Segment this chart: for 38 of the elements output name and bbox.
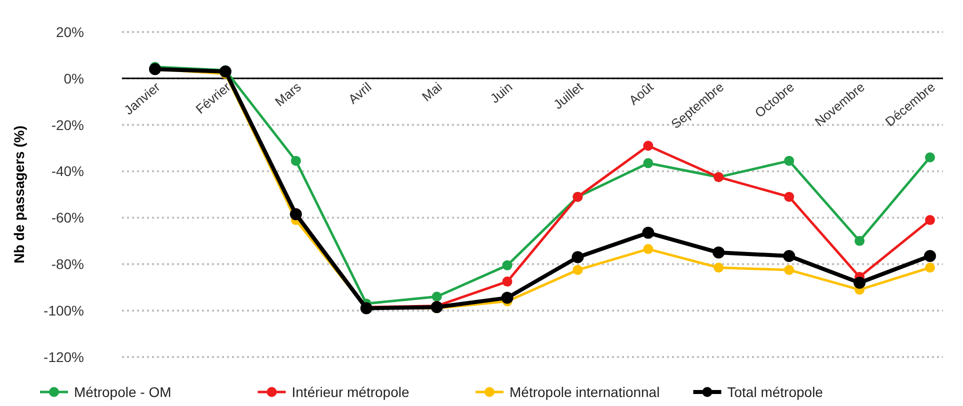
y-tick-label: -20% bbox=[51, 116, 84, 133]
point bbox=[783, 250, 796, 262]
point bbox=[925, 262, 935, 273]
point bbox=[784, 192, 794, 202]
point bbox=[854, 276, 866, 289]
point bbox=[784, 156, 794, 166]
point bbox=[642, 226, 654, 239]
point bbox=[502, 276, 512, 287]
y-tick-label: -60% bbox=[51, 210, 84, 226]
point bbox=[643, 158, 654, 168]
y-tick-label: 20% bbox=[56, 24, 84, 40]
y-tick-label: -100% bbox=[44, 302, 84, 318]
point bbox=[501, 292, 514, 304]
point bbox=[643, 244, 654, 254]
point bbox=[643, 140, 654, 151]
point bbox=[714, 262, 724, 273]
y-tick-label: -40% bbox=[51, 163, 84, 180]
y-tick-label: -120% bbox=[44, 348, 84, 365]
y-tick-label: -80% bbox=[51, 256, 84, 272]
point bbox=[290, 156, 301, 166]
point bbox=[784, 264, 794, 275]
point bbox=[712, 246, 725, 259]
point bbox=[925, 215, 935, 226]
point bbox=[924, 250, 936, 262]
point bbox=[925, 152, 935, 162]
x-tick-label: Juin bbox=[487, 79, 516, 106]
legend-label: Intérieur métropole bbox=[292, 384, 410, 400]
point bbox=[572, 264, 583, 275]
y-axis-title: Nb de passagers (%) bbox=[11, 126, 27, 264]
legend-label: Métropole internationnal bbox=[510, 384, 660, 400]
legend-label: Total métropole bbox=[727, 384, 824, 400]
point bbox=[432, 292, 442, 302]
point bbox=[572, 251, 584, 264]
point bbox=[854, 236, 865, 246]
x-tick-label: Mai bbox=[419, 79, 445, 104]
legend-label: Métropole - OM bbox=[74, 384, 172, 400]
point bbox=[502, 260, 512, 270]
y-tick-label: 0% bbox=[64, 70, 84, 86]
